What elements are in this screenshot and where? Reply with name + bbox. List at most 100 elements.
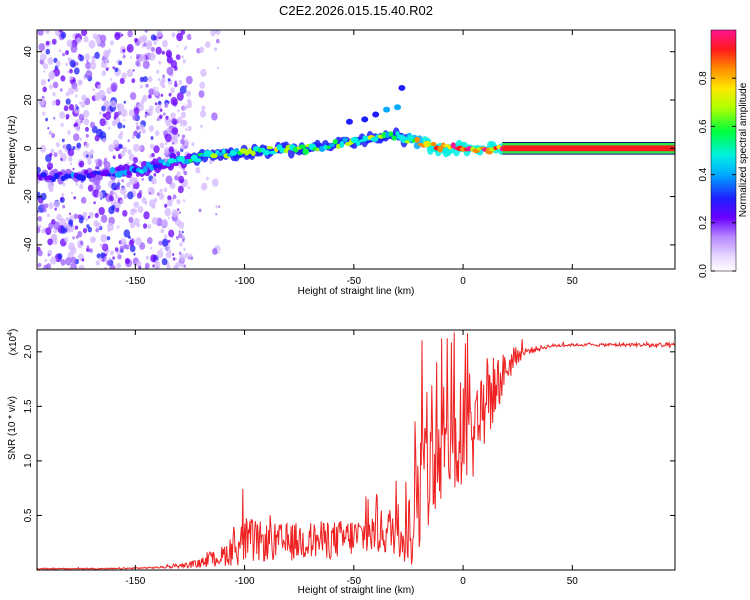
noise-blob — [178, 175, 185, 184]
noise-blob — [45, 40, 50, 46]
noise-blob — [201, 105, 206, 111]
harmonic-point — [361, 116, 369, 123]
noise-blob — [69, 212, 72, 216]
noise-blob — [142, 60, 150, 70]
noise-blob — [53, 200, 60, 208]
signal-point — [404, 140, 410, 144]
noise-blob — [85, 70, 93, 79]
noise-blob — [72, 236, 75, 240]
noise-blob — [129, 92, 137, 101]
noise-blob — [43, 70, 46, 73]
noise-blob — [187, 186, 190, 190]
noise-blob — [71, 81, 78, 90]
noise-blob — [158, 240, 163, 246]
y-tick-label: 1.5 — [23, 399, 34, 413]
noise-blob — [86, 245, 90, 249]
noise-blob — [42, 207, 47, 213]
harmonic-point — [394, 104, 402, 111]
noise-blob — [169, 181, 176, 190]
noise-blob — [102, 244, 108, 251]
noise-blob — [201, 182, 208, 191]
noise-blob — [86, 154, 89, 158]
colorbar-label: Normalized spectral amplitude — [738, 82, 749, 217]
noise-blob — [48, 71, 56, 80]
noise-blob — [171, 235, 174, 238]
noise-blob — [76, 106, 79, 110]
noise-blob — [117, 179, 121, 183]
noise-blob — [158, 60, 162, 65]
noise-blob — [200, 174, 203, 178]
noise-blob — [167, 199, 173, 207]
noise-blob — [114, 201, 121, 211]
noise-blob — [162, 238, 169, 247]
signal-point — [450, 142, 456, 149]
noise-blob — [46, 213, 50, 218]
noise-blob — [163, 147, 170, 155]
noise-blob — [75, 182, 79, 186]
noise-blob — [86, 224, 90, 229]
noise-blob — [114, 191, 117, 196]
noise-blob — [116, 225, 120, 229]
signal-point — [385, 131, 391, 138]
noise-blob — [131, 78, 136, 84]
noise-blob — [112, 256, 115, 260]
noise-blob — [173, 264, 179, 269]
x-tick-label: -150 — [125, 276, 145, 287]
noise-blob — [133, 179, 138, 184]
snr-multiplier: (x104) — [7, 329, 19, 356]
noise-blob — [75, 126, 81, 132]
noise-blob — [38, 43, 46, 52]
noise-blob — [119, 245, 125, 252]
noise-blob — [113, 116, 117, 120]
noise-blob — [61, 138, 65, 143]
noise-blob — [133, 201, 140, 209]
noise-blob — [180, 30, 186, 35]
noise-blob — [183, 247, 186, 252]
noise-blob — [68, 156, 73, 162]
noise-blob — [139, 84, 143, 89]
noise-blob — [72, 167, 75, 171]
noise-blob — [177, 109, 180, 113]
noise-blob — [212, 248, 218, 255]
noise-blob — [104, 100, 110, 108]
harmonic-point — [398, 84, 406, 91]
snr-x-ticks: -150 -100 -50 0 50 — [125, 330, 578, 587]
noise-blob — [124, 257, 130, 265]
noise-blob — [159, 108, 163, 112]
noise-blob — [148, 94, 152, 99]
noise-blob — [138, 36, 145, 43]
noise-blob — [38, 97, 45, 107]
noise-blob — [118, 60, 123, 66]
noise-blob — [128, 239, 134, 247]
noise-blob — [110, 250, 114, 256]
noise-blob — [40, 53, 47, 62]
noise-blob — [172, 253, 175, 256]
noise-blob — [144, 114, 147, 118]
noise-blob — [60, 197, 63, 201]
noise-blob — [182, 120, 188, 126]
noise-blob — [150, 136, 154, 140]
noise-blob — [62, 52, 65, 57]
noise-blob — [93, 237, 96, 241]
noise-blob — [110, 100, 117, 108]
y-tick-label: 1.0 — [23, 454, 34, 468]
noise-blob — [136, 125, 140, 131]
noise-blob — [170, 87, 175, 94]
noise-blob — [156, 249, 164, 259]
noise-blob — [42, 86, 47, 93]
noise-blob — [216, 67, 219, 70]
noise-blob — [113, 121, 117, 125]
noise-blob — [190, 256, 194, 260]
noise-blob — [184, 252, 189, 258]
signal-point — [152, 163, 158, 169]
noise-blob — [181, 55, 184, 59]
noise-blob — [75, 94, 78, 98]
noise-blob — [109, 264, 115, 269]
noise-blob — [114, 32, 121, 41]
signal-point — [142, 166, 148, 173]
noise-blob — [147, 76, 153, 83]
noise-blob — [40, 145, 47, 153]
noise-blob — [69, 75, 74, 81]
noise-blob — [177, 208, 180, 211]
noise-blob — [201, 236, 209, 245]
